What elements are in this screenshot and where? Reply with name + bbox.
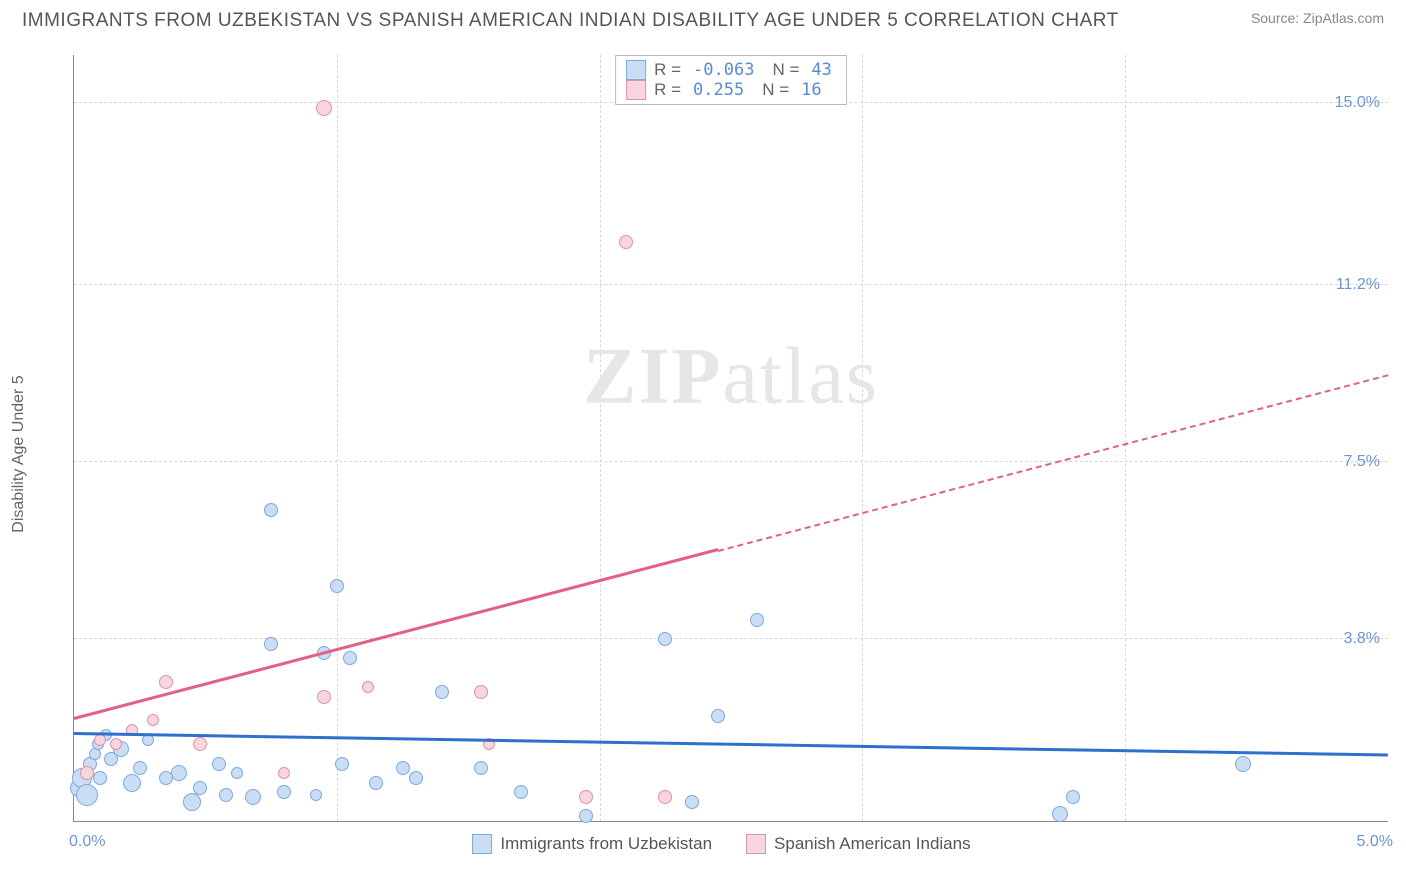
legend-r-value: -0.063 bbox=[689, 60, 758, 80]
data-point bbox=[1235, 756, 1251, 772]
data-point bbox=[579, 809, 593, 823]
gridline-vertical bbox=[600, 55, 601, 821]
legend-row: R = -0.063 N = 43 bbox=[626, 60, 836, 80]
data-point bbox=[335, 757, 349, 771]
data-point bbox=[93, 771, 107, 785]
y-tick-label: 7.5% bbox=[1344, 453, 1380, 471]
correlation-legend: R =-0.063N =43R =0.255N =16 bbox=[615, 55, 847, 105]
plot-region: ZIPatlas R =-0.063N =43R =0.255N =16 3.8… bbox=[73, 55, 1388, 822]
data-point bbox=[110, 738, 122, 750]
data-point bbox=[362, 681, 374, 693]
data-point bbox=[193, 737, 207, 751]
data-point bbox=[619, 235, 633, 249]
chart-area: Disability Age Under 5 ZIPatlas R =-0.06… bbox=[55, 55, 1388, 852]
data-point bbox=[317, 690, 331, 704]
data-point bbox=[514, 785, 528, 799]
legend-r-label: R = bbox=[654, 60, 681, 80]
data-point bbox=[658, 790, 672, 804]
gridline-horizontal bbox=[74, 461, 1388, 462]
gridline-vertical bbox=[1125, 55, 1126, 821]
data-point bbox=[369, 776, 383, 790]
legend-r-label: R = bbox=[654, 80, 681, 100]
data-point bbox=[80, 766, 94, 780]
legend-swatch bbox=[472, 834, 492, 854]
data-point bbox=[579, 790, 593, 804]
y-axis-label: Disability Age Under 5 bbox=[10, 375, 28, 532]
data-point bbox=[123, 774, 141, 792]
data-point bbox=[245, 789, 261, 805]
data-point bbox=[264, 637, 278, 651]
data-point bbox=[316, 100, 332, 116]
legend-label: Spanish American Indians bbox=[774, 834, 971, 854]
legend-n-value: 16 bbox=[797, 80, 825, 100]
data-point bbox=[474, 685, 488, 699]
data-point bbox=[133, 761, 147, 775]
data-point bbox=[658, 632, 672, 646]
source-attribution: Source: ZipAtlas.com bbox=[1251, 10, 1384, 26]
data-point bbox=[147, 714, 159, 726]
gridline-vertical bbox=[337, 55, 338, 821]
gridline-horizontal bbox=[74, 284, 1388, 285]
data-point bbox=[711, 709, 725, 723]
legend-r-value: 0.255 bbox=[689, 80, 748, 100]
gridline-vertical bbox=[862, 55, 863, 821]
data-point bbox=[343, 651, 357, 665]
legend-n-label: N = bbox=[772, 60, 799, 80]
data-point bbox=[330, 579, 344, 593]
data-point bbox=[1066, 790, 1080, 804]
data-point bbox=[1052, 806, 1068, 822]
watermark: ZIPatlas bbox=[583, 331, 879, 422]
data-point bbox=[212, 757, 226, 771]
data-point bbox=[231, 767, 243, 779]
data-point bbox=[193, 781, 207, 795]
data-point bbox=[278, 767, 290, 779]
trend-line bbox=[74, 732, 1388, 757]
legend-n-value: 43 bbox=[807, 60, 835, 80]
data-point bbox=[219, 788, 233, 802]
data-point bbox=[750, 613, 764, 627]
legend-item: Immigrants from Uzbekistan bbox=[472, 834, 712, 854]
data-point bbox=[409, 771, 423, 785]
legend-item: Spanish American Indians bbox=[746, 834, 971, 854]
y-tick-label: 11.2% bbox=[1336, 276, 1380, 294]
y-tick-label: 15.0% bbox=[1335, 94, 1380, 112]
data-point bbox=[159, 675, 173, 689]
y-tick-label: 3.8% bbox=[1344, 630, 1380, 648]
data-point bbox=[396, 761, 410, 775]
data-point bbox=[474, 761, 488, 775]
trend-line bbox=[718, 374, 1389, 552]
series-legend: Immigrants from Uzbekistan Spanish Americ… bbox=[55, 834, 1388, 854]
data-point bbox=[310, 789, 322, 801]
data-point bbox=[277, 785, 291, 799]
data-point bbox=[435, 685, 449, 699]
legend-label: Immigrants from Uzbekistan bbox=[500, 834, 712, 854]
legend-swatch bbox=[626, 60, 646, 80]
trend-line bbox=[74, 549, 719, 721]
data-point bbox=[76, 784, 98, 806]
legend-row: R = 0.255 N = 16 bbox=[626, 80, 836, 100]
legend-n-label: N = bbox=[762, 80, 789, 100]
legend-swatch bbox=[626, 80, 646, 100]
data-point bbox=[183, 793, 201, 811]
data-point bbox=[171, 765, 187, 781]
legend-swatch bbox=[746, 834, 766, 854]
chart-title: IMMIGRANTS FROM UZBEKISTAN VS SPANISH AM… bbox=[22, 10, 1119, 32]
data-point bbox=[264, 503, 278, 517]
data-point bbox=[685, 795, 699, 809]
